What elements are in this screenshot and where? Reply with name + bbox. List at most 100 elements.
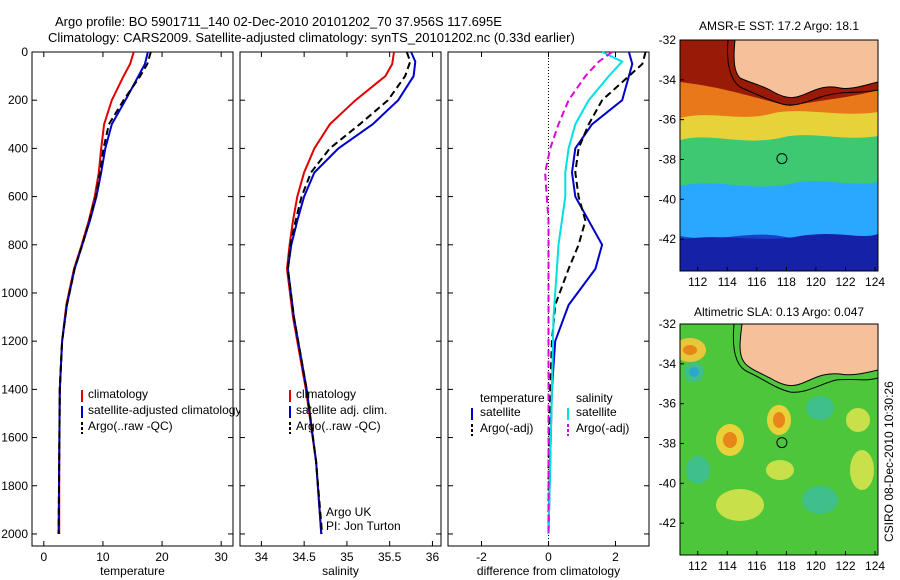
depth-tick-label: 1200: [1, 334, 28, 348]
depth-tick-label: 0: [21, 45, 28, 59]
sla-argo-marker: [776, 437, 788, 449]
sla-patch-12: [716, 489, 764, 521]
salinity-series-argo-raw-qc-: [286, 51, 412, 535]
header-line-1: Argo profile: BO 5901711_140 02-Dec-2010…: [55, 14, 502, 29]
temperature-legend-label: climatology: [88, 387, 148, 401]
sst-map-xtick-label: 112: [688, 275, 707, 289]
sla-map-xtick-label: 118: [777, 559, 796, 573]
float-owner-annotation: PI: Jon Turton: [326, 519, 401, 533]
temperature-frame: [31, 51, 234, 547]
sst-map-ytick-label: -34: [659, 73, 677, 87]
salinity-panel: 34 34.5 35 35.5 36 salinity climatology satelli…: [239, 51, 442, 578]
sst-map-ytick-label: -36: [659, 113, 677, 127]
sst-map-title: AMSR-E SST: 17.2 Argo: 18.1: [699, 19, 859, 33]
temperature-legend-label: Argo(..raw -QC): [88, 419, 173, 433]
sst-map-ytick-label: -42: [659, 232, 677, 246]
sla-map-ytick-label: -36: [659, 397, 677, 411]
depth-tick-label: 1000: [1, 286, 28, 300]
temperature-xtick-label: 0: [40, 550, 47, 564]
depth-tick-label: 1800: [1, 479, 28, 493]
sst-map-xtick-label: 122: [835, 275, 855, 289]
difference-xtick-label: -2: [476, 550, 487, 564]
temperature-xtick-label: 30: [214, 550, 228, 564]
difference-xtick-label: 2: [612, 550, 619, 564]
sla-map-xtick-label: 114: [718, 559, 737, 573]
sla-map-xtick-label: 116: [747, 559, 766, 573]
sst-land: [733, 40, 878, 99]
sla-map-ytick-label: -34: [659, 357, 677, 371]
sla-map-xtick-label: 122: [835, 559, 855, 573]
sst-map-frame: [679, 39, 879, 272]
sst-map-xtick-label: 118: [777, 275, 796, 289]
sla-map-ytick-label: -40: [659, 476, 677, 490]
sst-map-ytick-label: -38: [659, 152, 677, 166]
salinity-legend-label: climatology: [296, 387, 356, 401]
salinity-xtick-label: 34: [255, 550, 269, 564]
sla-patch-9: [806, 396, 834, 420]
sla-land: [739, 324, 878, 387]
sla-map-frame: [679, 323, 879, 556]
sst-band-cyan: [680, 170, 878, 241]
difference-legend-label: Argo(-adj): [480, 421, 533, 435]
difference-xlabel: difference from climatology: [477, 564, 620, 578]
difference-legend-label: satellite: [480, 405, 521, 419]
depth-tick-label: 1400: [1, 382, 28, 396]
sst-map-ytick-label: -40: [659, 192, 677, 206]
sla-map-ytick-label: -32: [659, 317, 677, 331]
header-line-2: Climatology: CARS2009. Satellite-adjuste…: [48, 30, 575, 45]
difference-legend-group-title: salinity: [576, 391, 613, 405]
temperature-xlabel: temperature: [100, 564, 165, 578]
sst-band-deep-blue: [680, 234, 878, 271]
depth-tick-label: 600: [8, 190, 28, 204]
difference-legend-label: Argo(-adj): [576, 421, 629, 435]
depth-tick-label: 200: [8, 93, 28, 107]
sla-map-ytick-label: -42: [659, 516, 677, 530]
depth-tick-label: 400: [8, 141, 28, 155]
sla-patch-8: [773, 412, 785, 428]
sla-map-ytick-label: -38: [659, 436, 677, 450]
salinity-xtick-label: 35.5: [378, 550, 402, 564]
difference-xtick-label: 0: [545, 550, 552, 564]
difference-legend-group-title: temperature: [480, 391, 545, 405]
salinity-legend-label: Argo(..raw -QC): [296, 419, 381, 433]
sst-map-field: [680, 40, 878, 271]
temperature-xtick-label: 20: [155, 550, 169, 564]
sla-map-xtick-label: 120: [806, 559, 826, 573]
salinity-xtick-label: 36: [426, 550, 440, 564]
sla-patch-14: [850, 450, 874, 490]
sst-map-ytick-label: -32: [659, 33, 677, 47]
salinity-xtick-label: 34.5: [292, 550, 316, 564]
float-owner-annotation: Argo UK: [326, 505, 371, 519]
sst-map-panel: AMSR-E SST: 17.2 Argo: 18.1 112 114 116 118…: [659, 19, 886, 289]
sst-band-green: [680, 126, 878, 187]
sst-argo-marker: [776, 153, 788, 165]
sla-map-panel: Altimetric SLA: 0.13 Argo: 0.047 112 114 1…: [659, 305, 886, 573]
sst-map-xtick-label: 114: [718, 275, 737, 289]
difference-series-temperature-argo-adj-: [547, 51, 647, 534]
sst-map-xtick-label: 120: [806, 275, 826, 289]
difference-series-salinity-satellite: [547, 51, 624, 535]
temperature-series-argo-raw-qc-: [57, 51, 152, 535]
salinity-xtick-label: 35: [340, 550, 354, 564]
difference-legend-label: satellite: [576, 405, 617, 419]
depth-tick-label: 2000: [1, 527, 28, 541]
sla-coast-contour: [732, 324, 878, 393]
salinity-xlabel: salinity: [322, 564, 359, 578]
sla-patch-2: [683, 345, 697, 355]
temperature-legend-label: satellite-adjusted climatology: [88, 403, 241, 417]
sla-map-xtick-label: 112: [688, 559, 707, 573]
sla-patch-11: [686, 456, 710, 484]
depth-tick-label: 1600: [1, 431, 28, 445]
temperature-panel: 0 10 20 30 0 200 400 600 800 1000 1200 1400 1600 1800…: [1, 45, 241, 578]
difference-series-salinity-argo-adj-: [544, 51, 613, 534]
sla-patch-13: [802, 486, 838, 514]
sla-map-xtick-label: 124: [865, 559, 885, 573]
depth-tick-label: 800: [8, 238, 28, 252]
sst-map-xtick-label: 116: [747, 275, 766, 289]
sla-map-field: [680, 324, 878, 555]
sla-patch-10: [846, 408, 870, 432]
sla-patch-15: [766, 460, 794, 480]
salinity-legend-label: satellite adj. clim.: [296, 403, 387, 417]
sla-patch-6: [723, 432, 737, 448]
